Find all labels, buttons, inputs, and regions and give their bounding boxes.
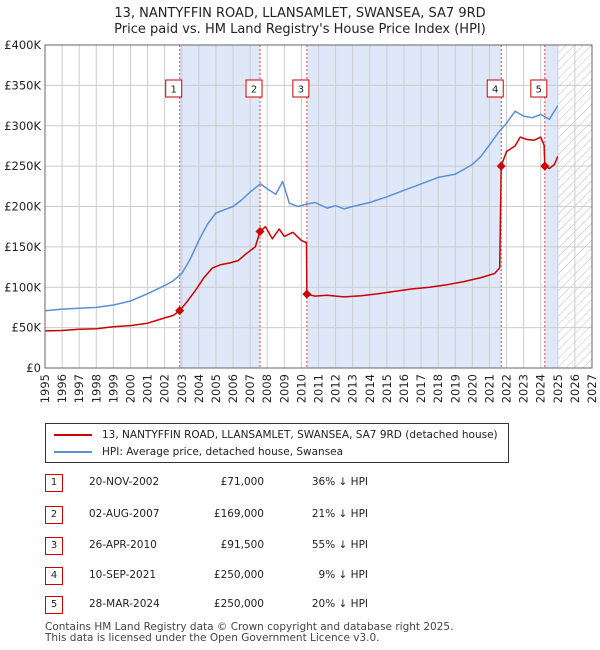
y-tick-label: £0 xyxy=(26,361,41,375)
sale-marker-label: 2 xyxy=(251,85,257,96)
x-tick-label: 2014 xyxy=(363,374,377,403)
y-tick-label: £400K xyxy=(4,38,41,52)
y-tick-label: £50K xyxy=(12,321,42,335)
footer-copyright: Contains HM Land Registry data © Crown c… xyxy=(45,621,454,633)
sale-price: £250,000 xyxy=(213,598,264,610)
x-tick-label: 2000 xyxy=(123,374,137,403)
sale-price: £71,000 xyxy=(220,476,264,488)
x-tick-label: 1996 xyxy=(55,374,69,403)
table-row: 1 20-NOV-2002 £71,000 36% ↓ HPI xyxy=(0,474,600,496)
x-tick-label: 2006 xyxy=(226,374,240,403)
x-tick-label: 2025 xyxy=(551,374,565,403)
x-tick-label: 2024 xyxy=(534,374,548,403)
x-tick-label: 2011 xyxy=(312,374,326,403)
sale-point xyxy=(496,161,506,171)
x-tick-label: 2026 xyxy=(568,374,582,403)
x-tick-label: 1995 xyxy=(38,374,52,403)
x-tick-label: 2008 xyxy=(260,374,274,403)
x-tick-label: 1997 xyxy=(72,374,86,403)
sale-hpi-diff: 9% ↓ HPI xyxy=(318,569,368,581)
legend-label-hpi: HPI: Average price, detached house, Swan… xyxy=(102,446,344,458)
sale-price: £250,000 xyxy=(213,569,264,581)
table-row: 3 26-APR-2010 £91,500 55% ↓ HPI xyxy=(0,537,600,559)
x-tick-label: 2013 xyxy=(346,374,360,403)
y-tick-label: £300K xyxy=(4,119,41,133)
chart-title: 13, NANTYFFIN ROAD, LLANSAMLET, SWANSEA,… xyxy=(114,6,486,21)
sale-date: 20-NOV-2002 xyxy=(89,476,160,488)
y-tick-label: £350K xyxy=(4,78,41,92)
sale-hpi-diff: 20% ↓ HPI xyxy=(311,598,368,610)
y-tick-label: £100K xyxy=(4,280,41,294)
sale-date: 02-AUG-2007 xyxy=(89,508,160,520)
hpi-line xyxy=(44,105,559,312)
legend-item-hpi: HPI: Average price, detached house, Swan… xyxy=(54,444,343,460)
plot-border xyxy=(44,44,593,369)
chart-legend: 13, NANTYFFIN ROAD, LLANSAMLET, SWANSEA,… xyxy=(45,423,509,463)
sale-point xyxy=(175,306,185,316)
x-tick-label: 2001 xyxy=(141,374,155,403)
footer-license: This data is licensed under the Open Gov… xyxy=(45,632,380,644)
x-tick-label: 2009 xyxy=(277,374,291,403)
x-tick-label: 2022 xyxy=(500,374,514,403)
legend-swatch-hpi xyxy=(54,451,92,453)
x-tick-label: 2002 xyxy=(158,374,172,403)
sale-number-badge: 5 xyxy=(45,596,63,614)
x-tick-label: 2023 xyxy=(517,374,531,403)
x-tick-label: 2007 xyxy=(243,374,257,403)
x-tick-label: 2021 xyxy=(482,374,496,403)
sale-point xyxy=(540,161,550,171)
sale-marker-box xyxy=(165,79,183,98)
x-tick-label: 2017 xyxy=(414,374,428,403)
x-tick-label: 2012 xyxy=(329,374,343,403)
x-tick-label: 2019 xyxy=(448,374,462,403)
chart-subtitle: Price paid vs. HM Land Registry's House … xyxy=(114,22,486,37)
legend-label-property: 13, NANTYFFIN ROAD, LLANSAMLET, SWANSEA,… xyxy=(102,429,498,441)
x-tick-label: 2027 xyxy=(585,374,599,403)
x-tick-label: 2004 xyxy=(192,374,206,403)
sale-number-badge: 2 xyxy=(45,506,63,524)
table-row: 5 28-MAR-2024 £250,000 20% ↓ HPI xyxy=(0,596,600,618)
sale-date: 10-SEP-2021 xyxy=(89,569,157,581)
sale-marker-box xyxy=(530,79,548,98)
table-row: 4 10-SEP-2021 £250,000 9% ↓ HPI xyxy=(0,567,600,589)
sale-hpi-diff: 21% ↓ HPI xyxy=(311,508,368,520)
sale-number-badge: 4 xyxy=(45,567,63,585)
sale-date: 26-APR-2010 xyxy=(89,539,157,551)
sale-number-badge: 3 xyxy=(45,537,63,555)
sale-marker-label: 5 xyxy=(536,85,542,96)
y-tick-label: £250K xyxy=(4,159,41,173)
sale-marker-label: 4 xyxy=(492,85,498,96)
x-tick-label: 2018 xyxy=(431,374,445,403)
sale-marker-box xyxy=(292,79,310,98)
x-tick-label: 2005 xyxy=(209,374,223,403)
price-chart: £0 £50K £100K £150K £200K £250K £300K £350K £400… xyxy=(4,38,599,403)
x-tick-label: 2020 xyxy=(465,374,479,403)
sale-date: 28-MAR-2024 xyxy=(89,598,160,610)
sale-price: £91,500 xyxy=(220,539,264,551)
y-tick-label: £150K xyxy=(4,240,41,254)
sale-marker-label: 3 xyxy=(298,85,304,96)
sale-hpi-diff: 36% ↓ HPI xyxy=(311,476,368,488)
sale-hpi-diff: 55% ↓ HPI xyxy=(311,539,368,551)
y-tick-label: £200K xyxy=(4,200,41,214)
sale-marker-label: 1 xyxy=(171,85,177,96)
x-tick-label: 2003 xyxy=(175,374,189,403)
legend-swatch-property xyxy=(54,434,92,436)
x-tick-label: 2010 xyxy=(294,374,308,403)
x-tick-label: 2015 xyxy=(380,374,394,403)
x-tick-label: 1999 xyxy=(106,374,120,403)
sale-price: £169,000 xyxy=(213,508,264,520)
legend-item-property: 13, NANTYFFIN ROAD, LLANSAMLET, SWANSEA,… xyxy=(54,427,498,443)
table-row: 2 02-AUG-2007 £169,000 21% ↓ HPI xyxy=(0,506,600,528)
sale-point xyxy=(255,227,265,237)
sale-marker-box xyxy=(245,79,263,98)
x-tick-label: 2016 xyxy=(397,374,411,403)
sale-number-badge: 1 xyxy=(45,474,63,492)
sale-point xyxy=(302,289,312,299)
x-tick-label: 1998 xyxy=(89,374,103,403)
sale-marker-box xyxy=(486,79,504,98)
